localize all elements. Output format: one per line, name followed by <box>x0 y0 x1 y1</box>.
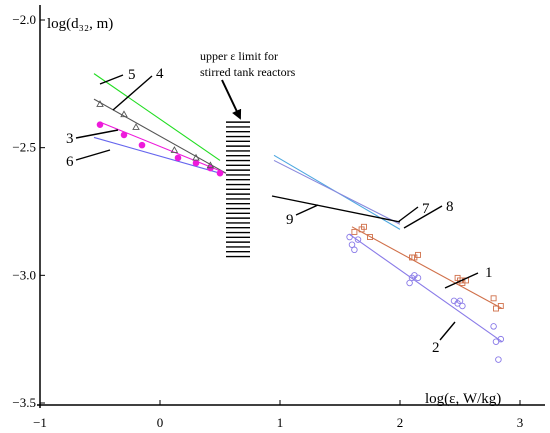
axes <box>37 5 545 408</box>
leader-line <box>295 204 319 216</box>
annotation-line2: stirred tank reactors <box>200 65 296 79</box>
leader-line <box>75 129 119 139</box>
point-series-1 <box>367 234 373 240</box>
curve-label-3: 3 <box>66 131 74 147</box>
point-series-3 <box>138 141 146 149</box>
curve-label-6: 6 <box>66 154 74 170</box>
curve-label-7: 7 <box>422 201 430 217</box>
x-axis-title: log(ε, W/kg) <box>425 391 501 407</box>
fit-line-2 <box>349 234 503 343</box>
point-series-2 <box>414 274 422 282</box>
point-series-2 <box>490 323 497 330</box>
point-series-1 <box>490 295 497 302</box>
x-tick-label: 2 <box>397 415 404 430</box>
curve-label-9: 9 <box>286 212 294 228</box>
leader-lines <box>75 74 479 341</box>
point-series-3 <box>192 159 200 167</box>
curve-label-1: 1 <box>485 265 493 281</box>
y-axis-title: log(d₃₂, m) <box>47 16 113 32</box>
point-series-1 <box>351 228 358 235</box>
fit-line-1 <box>351 226 503 310</box>
fit-lines <box>93 73 503 343</box>
point-series-4 <box>132 123 140 130</box>
leader-line <box>444 272 479 289</box>
leader-line <box>99 74 124 85</box>
fit-line-3 <box>99 121 227 174</box>
curve-label-4: 4 <box>156 66 164 82</box>
point-series-2 <box>495 356 502 363</box>
point-series-1 <box>415 251 421 258</box>
point-series-4 <box>192 153 200 161</box>
leader-line <box>112 75 153 111</box>
point-series-3 <box>174 154 182 162</box>
y-tick-label: −2.0 <box>12 12 36 27</box>
y-tick-label: −2.5 <box>12 140 36 155</box>
fit-line-8 <box>273 159 401 225</box>
point-series-3 <box>216 169 224 177</box>
fit-line-5 <box>93 73 221 161</box>
y-tick-label: −3.5 <box>12 395 36 410</box>
x-tick-label: 0 <box>157 415 164 430</box>
point-series-2 <box>346 233 353 241</box>
reactor-limit-band <box>226 121 250 258</box>
point-series-2 <box>497 335 505 343</box>
tick-labels: −1 0 1 2 3 −2.0 −2.5 −3.0 −3.5 <box>12 12 523 430</box>
fit-line-4 <box>93 98 227 174</box>
point-series-1 <box>497 303 504 309</box>
point-series-1 <box>361 223 367 230</box>
x-tick-label: 3 <box>517 415 524 430</box>
leader-line <box>397 206 419 223</box>
point-series-2 <box>354 236 362 243</box>
curve-label-8: 8 <box>446 199 454 215</box>
point-series-2 <box>348 241 356 248</box>
point-series-2 <box>406 279 413 287</box>
fit-line-6 <box>93 136 221 174</box>
leader-line <box>75 149 111 161</box>
leader-line <box>403 205 443 229</box>
point-series-4 <box>96 100 104 107</box>
x-tick-label: −1 <box>33 415 47 430</box>
point-series-3 <box>120 131 128 139</box>
y-tick-label: −3.0 <box>12 267 36 282</box>
curve-label-5: 5 <box>128 67 136 83</box>
x-tick-label: 1 <box>277 415 284 430</box>
curve-label-2: 2 <box>432 340 440 356</box>
point-series-2 <box>351 246 358 254</box>
leader-line <box>271 195 401 223</box>
annotation-line1: upper ε limit for <box>200 49 278 63</box>
point-series-2 <box>459 302 466 310</box>
point-series-3 <box>96 121 104 128</box>
data-points <box>96 100 505 363</box>
point-series-2 <box>456 297 464 305</box>
leader-line <box>439 321 456 341</box>
annotation-arrow <box>221 79 242 120</box>
point-series-4 <box>120 110 128 118</box>
point-series-4 <box>170 146 179 153</box>
point-series-4 <box>206 161 215 169</box>
